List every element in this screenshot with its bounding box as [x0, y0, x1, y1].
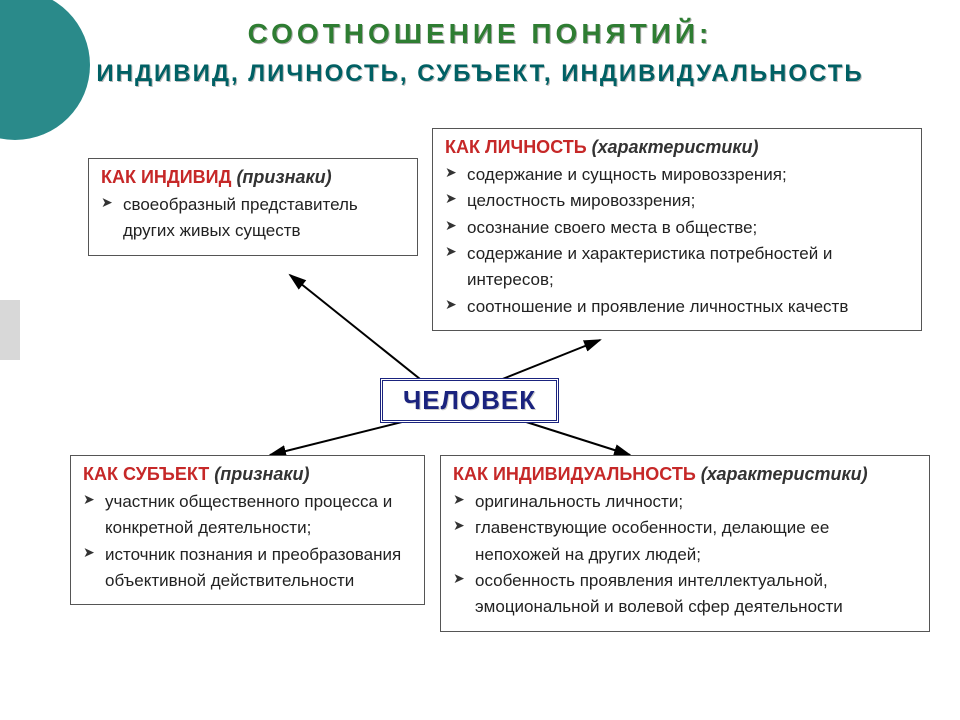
heading-red: КАК ИНДИВИДУАЛЬНОСТЬ [453, 464, 696, 484]
list-item: особенность проявления интеллектуальной,… [453, 568, 917, 621]
heading-red: КАК ИНДИВИД [101, 167, 231, 187]
box-lichnost: КАК ЛИЧНОСТЬ (характеристики) содержание… [432, 128, 922, 331]
heading-ital: (признаки) [209, 464, 309, 484]
heading-ital: (признаки) [231, 167, 331, 187]
list-item: участник общественного процесса и конкре… [83, 489, 412, 542]
list-item: целостность мировоззрения; [445, 188, 909, 214]
list-item: соотношение и проявление личностных каче… [445, 294, 909, 320]
box-individualnost: КАК ИНДИВИДУАЛЬНОСТЬ (характеристики) ор… [440, 455, 930, 632]
box-lichnost-heading: КАК ЛИЧНОСТЬ (характеристики) [445, 137, 909, 158]
box-individ-heading: КАК ИНДИВИД (признаки) [101, 167, 405, 188]
box-individualnost-list: оригинальность личности;главенствующие о… [453, 489, 917, 621]
title-line-2: ИНДИВИД, ЛИЧНОСТЬ, СУБЪЕКТ, ИНДИВИДУАЛЬН… [0, 60, 960, 88]
list-item: источник познания и преобразования объек… [83, 542, 412, 595]
box-subject-heading: КАК СУБЪЕКТ (признаки) [83, 464, 412, 485]
title-line-1: СООТНОШЕНИЕ ПОНЯТИЙ: [0, 18, 960, 50]
box-individ: КАК ИНДИВИД (признаки) своеобразный пред… [88, 158, 418, 256]
center-label: ЧЕЛОВЕК [403, 385, 536, 415]
box-subject-list: участник общественного процесса и конкре… [83, 489, 412, 594]
decor-square [0, 300, 20, 360]
box-individ-list: своеобразный представитель других живых … [101, 192, 405, 245]
list-item: осознание своего места в обществе; [445, 215, 909, 241]
list-item: содержание и характеристика потребностей… [445, 241, 909, 294]
heading-red: КАК ЛИЧНОСТЬ [445, 137, 587, 157]
list-item: своеобразный представитель других живых … [101, 192, 405, 245]
box-subject: КАК СУБЪЕКТ (признаки) участник обществе… [70, 455, 425, 605]
list-item: оригинальность личности; [453, 489, 917, 515]
heading-ital: (характеристики) [587, 137, 759, 157]
heading-red: КАК СУБЪЕКТ [83, 464, 209, 484]
heading-ital: (характеристики) [696, 464, 868, 484]
box-individualnost-heading: КАК ИНДИВИДУАЛЬНОСТЬ (характеристики) [453, 464, 917, 485]
list-item: главенствующие особенности, делающие ее … [453, 515, 917, 568]
center-node: ЧЕЛОВЕК [380, 378, 559, 423]
box-lichnost-list: содержание и сущность мировоззрения;цело… [445, 162, 909, 320]
list-item: содержание и сущность мировоззрения; [445, 162, 909, 188]
